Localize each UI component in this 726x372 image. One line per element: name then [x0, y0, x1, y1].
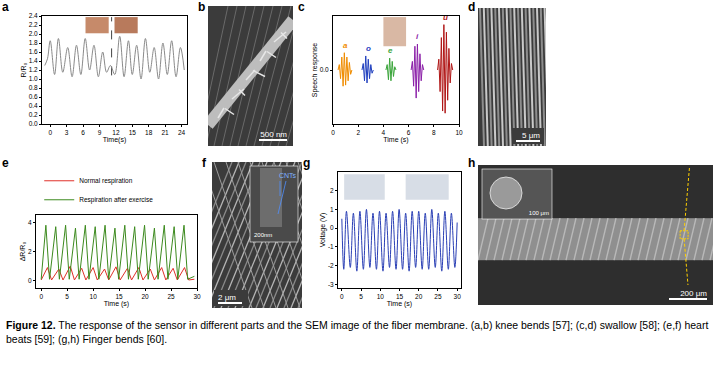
svg-text:20: 20 [415, 293, 423, 300]
svg-text:Normal respiration: Normal respiration [79, 177, 132, 185]
svg-text:1.8: 1.8 [29, 39, 38, 46]
svg-text:0.0: 0.0 [320, 66, 329, 73]
svg-text:1.4: 1.4 [29, 57, 38, 64]
svg-text:a: a [343, 41, 348, 50]
svg-text:30: 30 [454, 293, 462, 300]
svg-text:1.2: 1.2 [29, 66, 38, 73]
svg-text:5: 5 [65, 293, 69, 300]
svg-text:2: 2 [28, 248, 32, 255]
svg-text:0: 0 [330, 224, 334, 231]
svg-text:10: 10 [90, 293, 98, 300]
svg-text:0: 0 [331, 129, 335, 136]
svg-text:1.6: 1.6 [29, 48, 38, 55]
html-text:f: f [202, 156, 206, 170]
svg-text:0: 0 [39, 293, 43, 300]
svg-text:1: 1 [330, 206, 334, 213]
html-text:Figure 12. The response of the: Figure 12. The response of the sensor in… [6, 319, 709, 345]
svg-text:20: 20 [141, 293, 149, 300]
svg-text:5 μm: 5 μm [522, 131, 540, 140]
svg-text:0: 0 [48, 129, 52, 136]
svg-text:25: 25 [434, 293, 442, 300]
svg-text:10: 10 [455, 129, 463, 136]
svg-text:CNTs: CNTs [279, 172, 297, 179]
svg-text:200 μm: 200 μm [680, 289, 707, 298]
svg-text:6: 6 [81, 129, 85, 136]
svg-text:15: 15 [115, 293, 123, 300]
svg-text:Respiration after exercise: Respiration after exercise [79, 196, 153, 204]
svg-text:0: 0 [28, 277, 32, 284]
svg-text:18: 18 [145, 129, 153, 136]
svg-text:4: 4 [382, 129, 386, 136]
svg-text:0.2: 0.2 [29, 111, 38, 118]
svg-text:10: 10 [377, 293, 385, 300]
html-text:b: b [198, 0, 206, 14]
svg-text:15: 15 [129, 129, 137, 136]
svg-text:24: 24 [178, 129, 186, 136]
svg-text:3: 3 [65, 129, 69, 136]
svg-text:6: 6 [407, 129, 411, 136]
svg-text:5: 5 [359, 293, 363, 300]
svg-text:0.0: 0.0 [29, 120, 38, 127]
svg-text:2: 2 [356, 129, 360, 136]
svg-text:2.4: 2.4 [29, 12, 38, 19]
html-text:h: h [468, 156, 476, 170]
svg-text:0.8: 0.8 [29, 84, 38, 91]
svg-text:-1: -1 [328, 243, 334, 250]
svg-text:2 μm: 2 μm [218, 293, 236, 302]
svg-text:Time (s): Time (s) [104, 300, 129, 308]
svg-text:100 μm: 100 μm [529, 210, 549, 216]
svg-text:e: e [388, 46, 393, 55]
html-text:c: c [298, 0, 305, 14]
svg-text:9: 9 [98, 129, 102, 136]
svg-text:Time (s): Time (s) [383, 136, 408, 144]
svg-text:4: 4 [28, 219, 32, 226]
svg-text:u: u [443, 13, 448, 22]
svg-text:2: 2 [330, 187, 334, 194]
svg-text:2.0: 2.0 [29, 30, 38, 37]
svg-text:0: 0 [340, 293, 344, 300]
html-text:e: e [2, 156, 9, 170]
svg-text:Time(s): Time(s) [103, 136, 126, 144]
svg-text:R/R₀: R/R₀ [20, 62, 27, 77]
svg-text:0.6: 0.6 [29, 93, 38, 100]
svg-text:i: i [416, 32, 419, 41]
svg-text:0.4: 0.4 [29, 102, 38, 109]
svg-text:21: 21 [161, 129, 169, 136]
html-text:a: a [2, 0, 9, 14]
html-text:d: d [468, 0, 476, 14]
svg-text:ΔR/R₀: ΔR/R₀ [19, 242, 26, 262]
svg-text:Time (s): Time (s) [387, 300, 412, 308]
svg-text:Speech response: Speech response [311, 43, 319, 98]
svg-text:30: 30 [193, 293, 201, 300]
svg-text:25: 25 [167, 293, 175, 300]
svg-text:o: o [366, 44, 371, 53]
svg-text:Voltage (V): Voltage (V) [319, 213, 327, 248]
svg-text:-3: -3 [328, 281, 334, 288]
svg-text:15: 15 [396, 293, 404, 300]
html-text:g: g [303, 156, 311, 170]
svg-text:12: 12 [112, 129, 120, 136]
svg-text:2.2: 2.2 [29, 21, 38, 28]
svg-text:1.0: 1.0 [29, 75, 38, 82]
svg-text:8: 8 [432, 129, 436, 136]
svg-text:-2: -2 [328, 262, 334, 269]
svg-text:500 nm: 500 nm [260, 130, 287, 139]
svg-text:200nm: 200nm [254, 232, 272, 238]
